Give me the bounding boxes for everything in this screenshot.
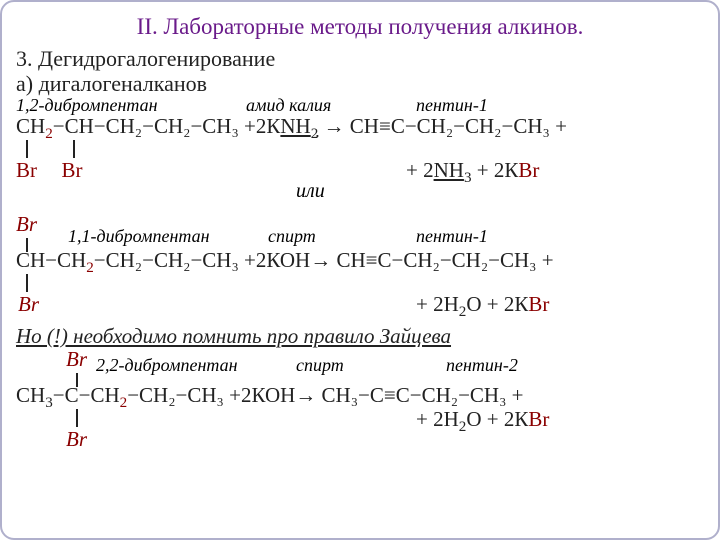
zaitsev-rule: Но (!) необходимо помнить про правило За… <box>16 324 704 349</box>
r1-br-row: Br Br <box>16 160 83 181</box>
r1-br1: Br <box>16 158 37 182</box>
r1-l2: амид калия <box>246 95 416 116</box>
r2-reagent: +2КОН <box>244 248 310 272</box>
r2-arrow: → <box>310 248 336 272</box>
r2-bot-br: Br <box>18 294 39 315</box>
r3-reagent: +2КОН <box>229 383 295 407</box>
r2-l1: 1,1-дибромпентан <box>68 226 268 247</box>
r1-struct: СН2−СН−СН₂−СН₂−СН₃ +2КNH2 → СН≡С−СН₂−СН₂… <box>16 116 704 214</box>
r1-byprod: + 2NH3 + 2КBr <box>406 160 539 186</box>
r2-left1: СН−СН2 <box>16 248 94 272</box>
r2-byprod: + 2H2O + 2КBr <box>416 294 549 320</box>
r2-l3: пентин-1 <box>416 226 488 247</box>
r3-left2: −СН₂−СН₃ <box>127 383 229 407</box>
r1-br2: Br <box>62 158 83 182</box>
r3-top-br: Br <box>66 349 87 370</box>
r2-top-br: Br <box>16 214 37 235</box>
r3-arrow: → <box>295 383 321 407</box>
r3-l1: 2,2-дибромпентан <box>96 355 296 376</box>
heading-3: 3. Дегидрогалогенирование <box>16 46 704 71</box>
r2-l2: спирт <box>268 226 416 247</box>
r3-struct: Br 2,2-дибромпентан спирт пентин-2 СН3−С… <box>16 349 704 463</box>
r3-bond-bot <box>76 409 78 427</box>
r1-arrow: → <box>324 114 350 138</box>
r3-l3: пентин-2 <box>446 355 518 376</box>
ili: или <box>296 180 325 203</box>
r1-prod: СН≡С−СН₂−СН₂−СН₃ + <box>350 114 567 138</box>
r2-struct: Br 1,1-дибромпентан спирт пентин-1 СН−СН… <box>16 214 704 322</box>
r3-left1: СН3−С−СН2 <box>16 383 127 407</box>
r1-l1: 1,2-дибромпентан <box>16 95 246 116</box>
r1-bond1 <box>26 140 28 158</box>
r3-l2: спирт <box>296 355 446 376</box>
r1-chain: −СН−СН₂−СН₂−СН₃ <box>53 114 244 138</box>
r2-left2: −СН₂−СН₂−СН₃ <box>94 248 244 272</box>
r3-bot-br: Br <box>66 429 87 450</box>
r1-ch2: СН2 <box>16 114 53 138</box>
slide-title: II. Лабораторные методы получения алкино… <box>16 14 704 40</box>
r1-labels: 1,2-дибромпентан амид калия пентин-1 <box>16 95 704 116</box>
r3-byprod: + 2H2O + 2КBr <box>416 409 549 435</box>
r1-reagent: +2КNH2 <box>244 114 324 138</box>
r2-prod: СН≡С−СН₂−СН₂−СН₃ + <box>336 248 553 272</box>
r1-l3: пентин-1 <box>416 95 536 116</box>
r2-bond-bot <box>26 274 28 292</box>
r1-bond2 <box>73 140 75 158</box>
r3-prod: СН₃−С≡С−СН₂−СН₃ + <box>322 383 524 407</box>
heading-a: а) дигалогеналканов <box>16 71 704 96</box>
